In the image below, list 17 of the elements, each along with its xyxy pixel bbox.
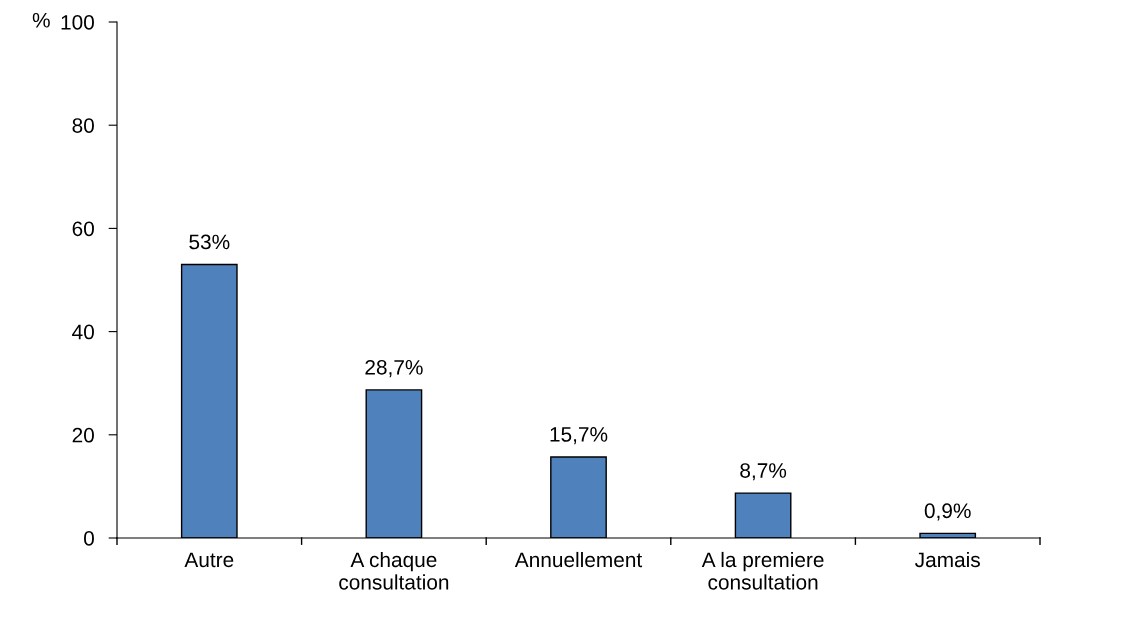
x-tick-label: Annuellement: [514, 551, 643, 568]
y-tick-label: 20: [72, 427, 94, 443]
data-label: 15,7%: [550, 427, 608, 445]
x-tick-label: A la premiere consultation: [701, 551, 824, 590]
y-tick-label: 60: [72, 221, 94, 237]
y-tick-label: 80: [72, 118, 94, 133]
data-label: 53%: [189, 234, 230, 250]
data-label: 8,7%: [740, 463, 787, 481]
x-tick-label: A chaque consultation: [339, 551, 449, 590]
y-tick-label: 100: [61, 15, 94, 30]
x-tick-label: Jamais: [915, 551, 980, 568]
data-label: 0,9%: [924, 503, 971, 521]
x-tick-label: Autre: [184, 552, 234, 568]
y-axis-title: %: [32, 12, 50, 28]
data-label: 28,7%: [365, 359, 423, 378]
y-tick-label: 40: [72, 324, 94, 340]
y-tick-label: 0: [84, 531, 94, 546]
